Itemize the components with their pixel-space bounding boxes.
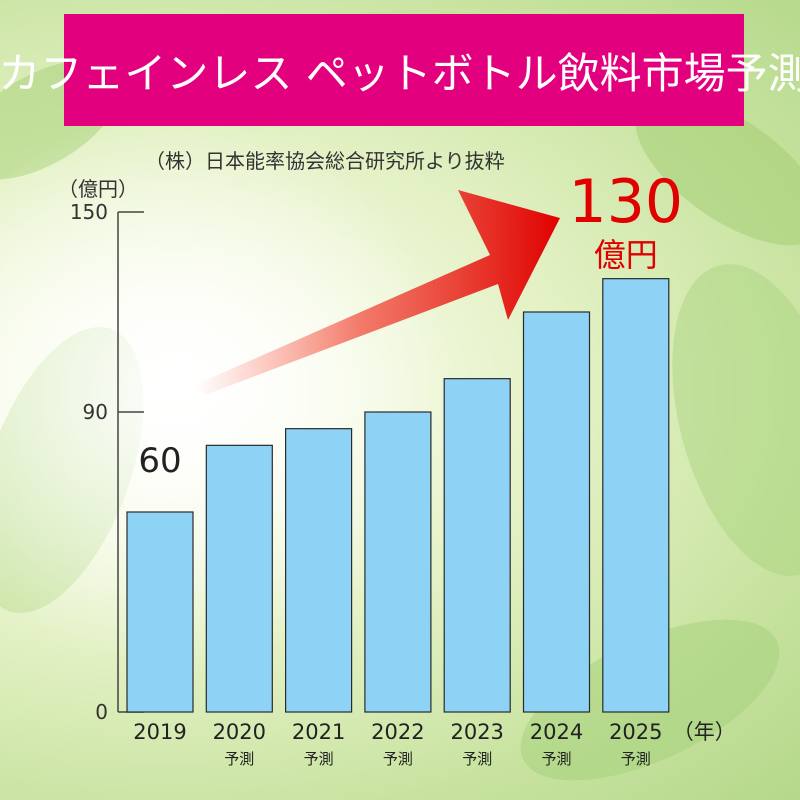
last-value-label: 130 [569,167,684,237]
bar-2024 [522,311,591,713]
source-note: （株）日本能率協会総合研究所より抜粋 [145,149,505,173]
title-banner: カフェインレス ペットボトル飲料市場予測 [0,14,800,126]
y-tick-label: 90 [83,400,108,424]
x-tick-label: 2019 [133,720,186,744]
bar-2025 [602,278,670,713]
last-value-unit: 億円 [594,236,658,274]
chart-title: カフェインレス ペットボトル飲料市場予測 [0,48,800,98]
first-value-label: 60 [138,441,181,481]
y-tick-label: 150 [70,200,108,224]
bar-2019 [126,511,194,713]
x-tick-label: 2021 [292,720,345,744]
forecast-label: 予測 [462,750,492,768]
growth-arrow [195,190,560,395]
y-axis-unit-label: （億円） [58,177,138,201]
y-tick-label: 0 [95,700,108,724]
forecast-label: 予測 [621,750,651,768]
x-tick-label: 2020 [213,720,266,744]
x-tick-label: 2022 [371,720,424,744]
bar-2022 [364,411,432,713]
x-axis-unit-label: （年） [673,720,736,744]
bar-2021 [285,428,353,713]
forecast-label: 予測 [224,750,254,768]
bar-2023 [443,378,511,713]
forecast-label: 予測 [541,750,571,768]
bar-2020 [205,444,273,713]
forecast-label: 予測 [383,750,413,768]
forecast-label: 予測 [304,750,334,768]
x-tick-label: 2024 [530,720,583,744]
x-tick-label: 2025 [609,720,662,744]
x-tick-label: 2023 [450,720,503,744]
